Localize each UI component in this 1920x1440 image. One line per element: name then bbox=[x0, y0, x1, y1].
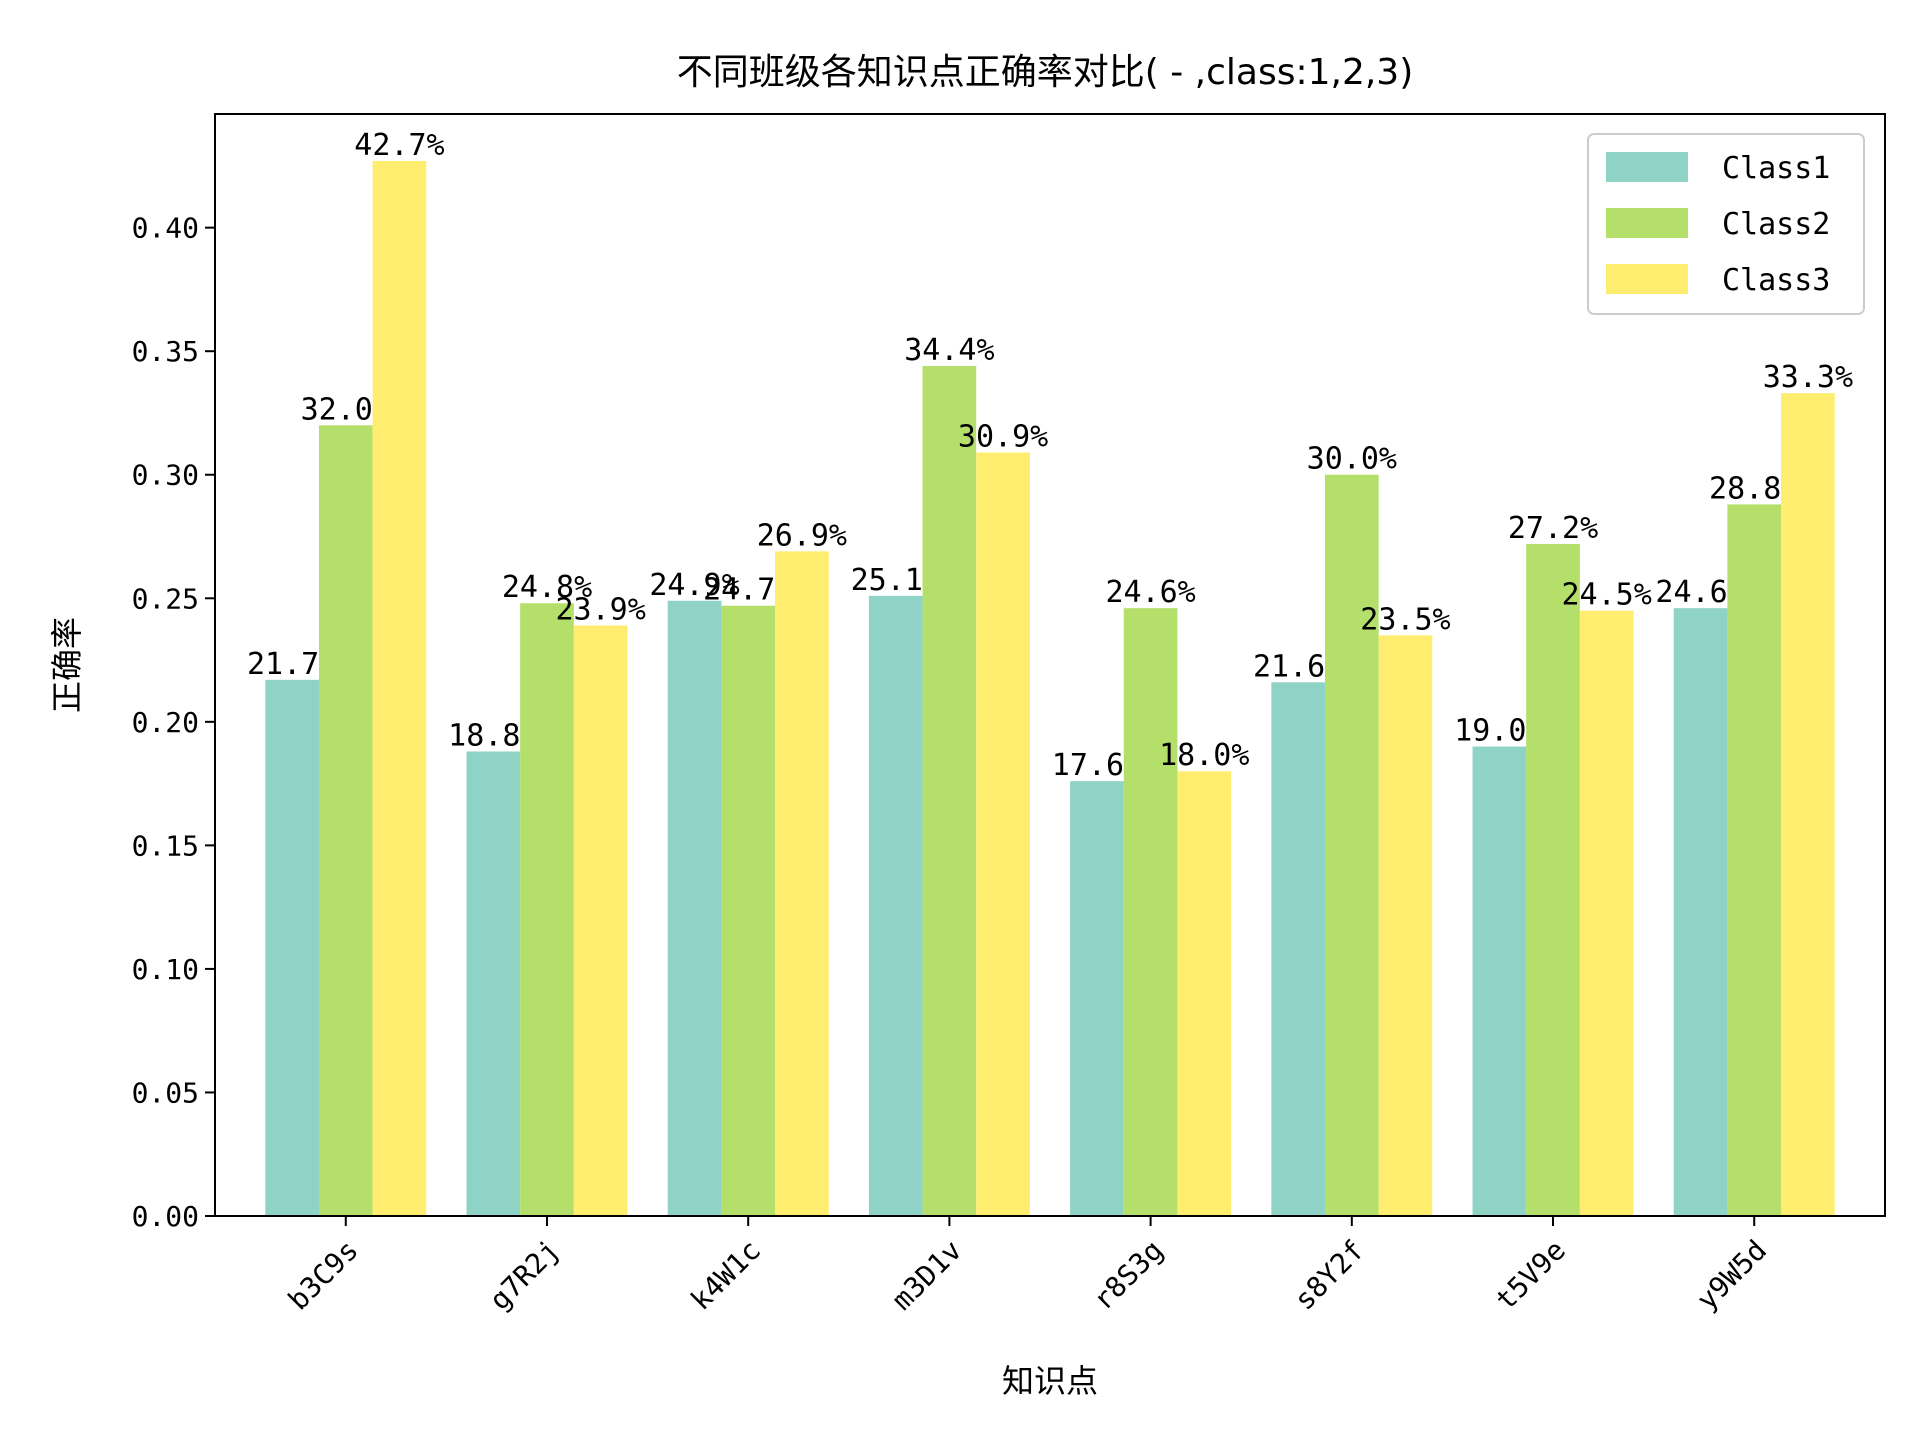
bar bbox=[1123, 608, 1178, 1216]
bar-value-label: 24.9% bbox=[649, 568, 739, 603]
bar-value-label: 23.5% bbox=[1360, 602, 1450, 637]
bar bbox=[1727, 504, 1782, 1216]
bar bbox=[1526, 543, 1580, 1216]
x-tick-label: g7R2j bbox=[483, 1234, 566, 1317]
y-tick-label: 0.20 bbox=[132, 706, 199, 739]
legend-entry-label: Class2 bbox=[1722, 207, 1830, 242]
legend-swatch bbox=[1606, 208, 1688, 238]
bar bbox=[318, 425, 373, 1216]
bar bbox=[976, 452, 1030, 1216]
bar-value-label: 27.2% bbox=[1508, 511, 1598, 546]
bar bbox=[372, 160, 427, 1217]
bar-value-label: 42.7% bbox=[354, 128, 444, 163]
y-tick-label: 0.10 bbox=[132, 953, 199, 986]
bar-value-label: 26.9% bbox=[757, 518, 847, 553]
bar bbox=[1070, 781, 1124, 1216]
bar-value-label: 30.0% bbox=[1307, 442, 1397, 477]
bar bbox=[868, 595, 923, 1216]
bar bbox=[520, 603, 574, 1216]
x-tick-label: y9W5d bbox=[1690, 1234, 1773, 1317]
y-tick-label: 0.30 bbox=[132, 459, 199, 492]
bar bbox=[1781, 393, 1835, 1216]
x-tick-label: s8Y2f bbox=[1288, 1234, 1371, 1317]
x-tick-label: t5V9e bbox=[1489, 1234, 1572, 1317]
legend: Class1 Class2 Class3 bbox=[1587, 133, 1865, 315]
y-tick-label: 0.00 bbox=[132, 1200, 199, 1233]
legend-swatch bbox=[1606, 152, 1688, 182]
y-tick-label: 0.40 bbox=[132, 212, 199, 245]
bar bbox=[667, 600, 722, 1216]
bar-value-label: 34.4% bbox=[904, 333, 994, 368]
y-axis-label: 正确率 bbox=[48, 617, 86, 713]
legend-entry-label: Class1 bbox=[1722, 151, 1830, 186]
y-tick-label: 0.15 bbox=[132, 829, 199, 862]
bar-value-label: 24.8% bbox=[502, 570, 592, 605]
x-tick-label: k4W1c bbox=[684, 1234, 767, 1317]
bar bbox=[1579, 610, 1634, 1216]
bar bbox=[573, 625, 628, 1216]
y-tick-label: 0.05 bbox=[132, 1076, 199, 1109]
bar-value-label: 24.5% bbox=[1562, 578, 1652, 613]
bar bbox=[775, 551, 829, 1216]
legend-entry-label: Class3 bbox=[1722, 263, 1830, 298]
bar bbox=[1271, 682, 1325, 1216]
bar-value-label: 33.3% bbox=[1763, 360, 1853, 395]
bar-value-label: 18.0% bbox=[1159, 738, 1249, 773]
bar bbox=[1177, 771, 1232, 1216]
y-tick-label: 0.25 bbox=[132, 582, 199, 615]
bar bbox=[1324, 474, 1379, 1216]
bar bbox=[265, 679, 319, 1216]
bar bbox=[922, 366, 977, 1216]
x-axis-label: 知识点 bbox=[1002, 1362, 1098, 1400]
bar bbox=[721, 605, 776, 1216]
plot-frame bbox=[214, 113, 1886, 1217]
bar bbox=[1378, 635, 1433, 1216]
bar-value-label: 24.6% bbox=[1105, 575, 1195, 610]
bar bbox=[466, 751, 521, 1216]
y-tick-label: 0.35 bbox=[132, 335, 199, 368]
x-tick-label: b3C9s bbox=[282, 1234, 365, 1317]
plot-area: 0.00 0.05 0.10 0.15 0.20 0.25 0.30 0.35 0.40 b3C9… bbox=[132, 128, 1853, 1317]
x-tick-label: m3D1v bbox=[885, 1234, 968, 1317]
bar bbox=[1472, 746, 1527, 1216]
legend-swatch bbox=[1606, 264, 1688, 294]
bar bbox=[1673, 608, 1728, 1216]
chart-title: 不同班级各知识点正确率对比( - ,class:1,2,3) bbox=[677, 52, 1414, 93]
bar-value-label: 23.9% bbox=[555, 592, 645, 627]
x-tick-label: r8S3g bbox=[1087, 1234, 1170, 1317]
bar-value-label: 30.9% bbox=[958, 420, 1048, 455]
